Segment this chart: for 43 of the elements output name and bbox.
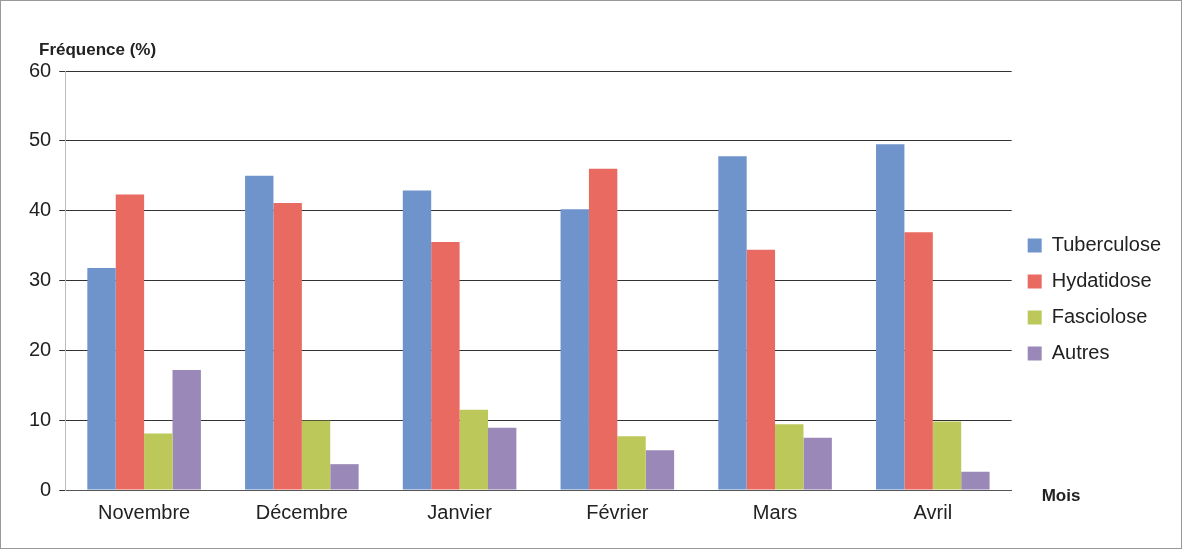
y-tick-label: 60 xyxy=(29,58,52,81)
x-tick-label: Décembre xyxy=(255,500,348,523)
bar xyxy=(961,471,990,490)
bar xyxy=(459,409,488,490)
y-tick-label: 10 xyxy=(29,407,52,430)
bar xyxy=(402,190,432,490)
x-axis-title: Mois xyxy=(1041,485,1081,505)
y-tick-label: 30 xyxy=(29,268,52,291)
legend-label: Hydatidose xyxy=(1051,269,1152,292)
x-tick-label: Novembre xyxy=(97,500,191,523)
x-tick-label: Janvier xyxy=(427,500,493,523)
legend-label: Fasciolose xyxy=(1051,305,1148,328)
bar xyxy=(803,437,832,490)
bar xyxy=(87,267,116,490)
bar xyxy=(775,424,804,490)
bar xyxy=(273,202,302,490)
bar xyxy=(115,194,145,490)
bar xyxy=(904,232,933,490)
bar xyxy=(746,249,776,490)
bar xyxy=(330,464,359,490)
bar xyxy=(560,209,589,490)
bar xyxy=(718,156,747,490)
bar xyxy=(932,421,962,490)
bar xyxy=(617,436,646,490)
bar xyxy=(876,144,905,490)
bar xyxy=(588,168,618,490)
y-tick-label: 50 xyxy=(29,128,52,151)
x-tick-label: Février xyxy=(586,500,649,523)
y-tick-label: 40 xyxy=(29,198,52,221)
bar xyxy=(172,369,201,490)
bar xyxy=(245,175,274,490)
y-tick-label: 20 xyxy=(29,337,52,360)
bar xyxy=(301,420,331,490)
bar xyxy=(487,427,517,490)
y-axis-title: Fréquence (%) xyxy=(39,40,157,60)
bar xyxy=(144,433,173,490)
x-tick-label: Mars xyxy=(752,500,798,523)
x-tick-label: Avril xyxy=(913,500,953,523)
bar xyxy=(645,450,675,490)
legend-label: Autres xyxy=(1051,341,1110,364)
legend-label: Tuberculose xyxy=(1051,233,1162,256)
bar xyxy=(431,242,460,490)
y-tick-label: 0 xyxy=(40,477,52,500)
